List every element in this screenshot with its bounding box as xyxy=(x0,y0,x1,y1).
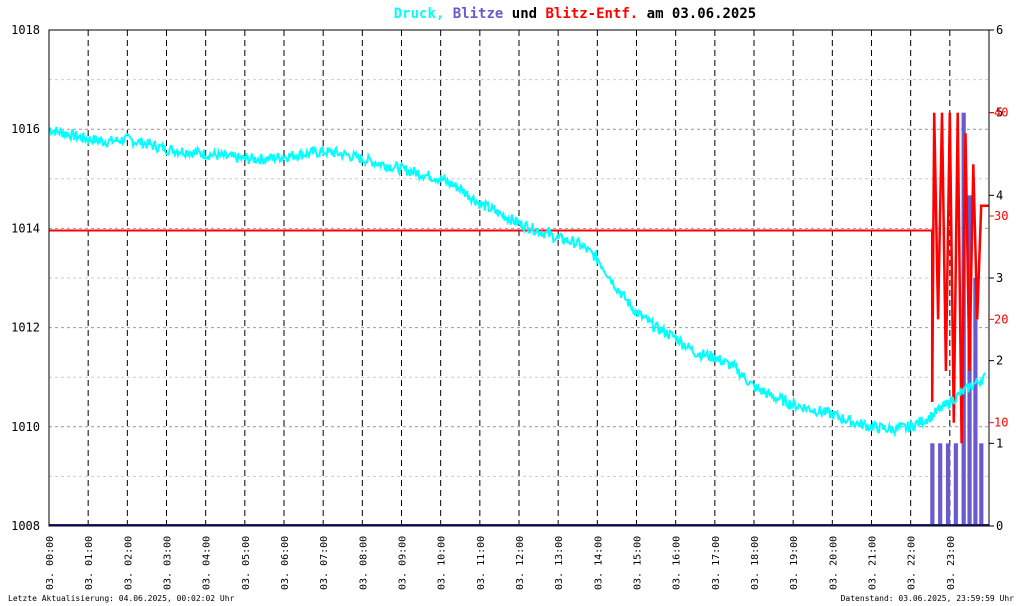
y-left-tick-1012: 1012 xyxy=(11,321,40,335)
x-tick-22: 03. 22:00 xyxy=(907,536,918,590)
y-left-tick-1008: 1008 xyxy=(11,519,40,533)
series-lines xyxy=(48,112,989,526)
druck-line xyxy=(48,126,986,438)
x-tick-14: 03. 14:00 xyxy=(593,536,604,590)
x-tick-16: 03. 16:00 xyxy=(672,536,683,590)
x-tick-19: 03. 19:00 xyxy=(789,536,800,590)
title-part-3: und xyxy=(503,6,545,22)
y-left-tick-1018: 1018 xyxy=(11,23,40,37)
blitze-bar-0 xyxy=(930,443,935,526)
footer-data-timestamp: Datenstand: 03.06.2025, 23:59:59 Uhr xyxy=(841,594,1015,603)
y-right-dist-tick-10: 10 xyxy=(994,416,1008,430)
blitz-entf-line xyxy=(930,112,989,444)
y-right-strike-tick-4: 4 xyxy=(996,188,1003,202)
y-right-strike-tick-3: 3 xyxy=(996,271,1003,285)
y-left-tick-1010: 1010 xyxy=(11,420,40,434)
x-tick-20: 03. 20:00 xyxy=(828,536,839,590)
x-tick-12: 03. 12:00 xyxy=(515,536,526,590)
y-axis-left: 1008 1010 1012 1014 1016 1018 xyxy=(11,23,40,533)
y-right-dist-tick-40: 40 xyxy=(994,106,1008,120)
x-tick-15: 03. 15:00 xyxy=(633,536,644,590)
y-axis-right: 0 1 2 3 4 5 6 10 20 30 40 xyxy=(989,23,1008,533)
x-tick-1: 03. 01:00 xyxy=(84,536,95,590)
y-right-strike-tick-1: 1 xyxy=(996,436,1003,450)
x-tick-3: 03. 03:00 xyxy=(163,536,174,590)
blitze-bar-3 xyxy=(953,443,958,526)
footer-last-update: Letzte Aktualisierung: 04.06.2025, 00:02… xyxy=(8,594,235,603)
y-right-strike-tick-2: 2 xyxy=(996,354,1003,368)
x-tick-6: 03. 06:00 xyxy=(280,536,291,590)
title-part-5: am 03.06.2025 xyxy=(638,6,756,22)
x-tick-7: 03. 07:00 xyxy=(319,536,330,590)
x-tick-13: 03. 13:00 xyxy=(554,536,565,590)
x-tick-18: 03. 18:00 xyxy=(750,536,761,590)
x-tick-5: 03. 05:00 xyxy=(241,536,252,590)
x-tick-9: 03. 09:00 xyxy=(398,536,409,590)
chart-title: Druck, Blitze und Blitz-Entf. am 03.06.2… xyxy=(394,6,756,22)
x-tick-23: 03. 23:00 xyxy=(946,536,957,590)
x-tick-10: 03. 10:00 xyxy=(437,536,448,590)
y-right-strike-tick-0: 0 xyxy=(996,519,1003,533)
x-tick-11: 03. 11:00 xyxy=(476,536,487,590)
y-left-tick-1016: 1016 xyxy=(11,122,40,136)
y-left-tick-1014: 1014 xyxy=(11,221,40,235)
y-right-strike-tick-6: 6 xyxy=(996,23,1003,37)
title-part-4: Blitz-Entf. xyxy=(546,6,639,22)
blitze-bar-7 xyxy=(979,443,984,526)
x-tick-8: 03. 08:00 xyxy=(358,536,369,590)
y-right-dist-tick-20: 20 xyxy=(994,312,1008,326)
title-part-2: Blitze xyxy=(453,6,504,22)
y-right-dist-tick-30: 30 xyxy=(994,209,1008,223)
blitze-bar-6 xyxy=(973,278,978,526)
x-tick-4: 03. 04:00 xyxy=(202,536,213,590)
grid xyxy=(49,29,989,527)
x-axis: 03. 00:00 03. 01:00 03. 02:00 03. 03:00 03. … xyxy=(45,536,957,590)
blitze-bar-1 xyxy=(938,443,943,526)
x-tick-21: 03. 21:00 xyxy=(868,536,879,590)
x-tick-2: 03. 02:00 xyxy=(123,536,134,590)
x-tick-0: 03. 00:00 xyxy=(45,536,56,590)
title-part-0: Druck xyxy=(394,6,437,22)
x-tick-17: 03. 17:00 xyxy=(711,536,722,590)
title-part-1: , xyxy=(436,6,453,22)
blitze-bar-2 xyxy=(945,443,951,526)
y-right-strike-tick-5: 5 xyxy=(996,106,1003,120)
